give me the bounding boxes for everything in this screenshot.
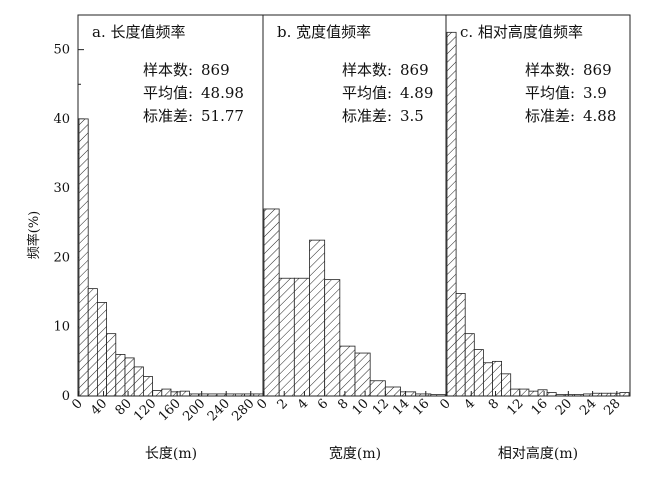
histogram-bar [501, 373, 512, 397]
histogram-bar [528, 390, 539, 397]
y-axis: 0 10 20 30 40 50 [53, 43, 84, 404]
x-tick-label: 12 [504, 396, 526, 418]
histogram-bar [473, 349, 484, 397]
stat-label: 标准差: [525, 107, 575, 125]
histogram-bar [278, 277, 295, 397]
histogram-bar [482, 362, 493, 397]
histogram-bar [115, 354, 126, 397]
histogram-bar [354, 352, 371, 397]
x-tick-label: 200 [180, 396, 208, 424]
histogram-bar [161, 388, 172, 397]
histogram-bar [152, 390, 163, 397]
histogram-bar [124, 357, 135, 397]
x-tick-label: 280 [229, 396, 257, 424]
histogram-bar [106, 333, 117, 397]
x-tick-label: 40 [88, 396, 110, 418]
stat-value: 869 [400, 61, 429, 79]
x-tick-label: 8 [335, 396, 351, 412]
x-tick-label: 0 [437, 396, 453, 412]
histogram-bar [339, 345, 356, 397]
x-tick-label: 2 [275, 396, 291, 412]
panel-title: a. 长度值频率 [92, 23, 185, 41]
stat-label: 标准差: [342, 107, 392, 125]
histogram-bar [78, 118, 89, 397]
histogram-bar [519, 388, 530, 397]
histogram-bar [400, 391, 417, 397]
stat-label: 平均值: [525, 84, 575, 102]
y-tick-label: 20 [53, 250, 70, 265]
stat-label: 标准差: [143, 107, 193, 125]
stat-value: 869 [201, 61, 230, 79]
x-tick-label: 16 [410, 396, 432, 418]
stat-value: 3.9 [583, 84, 607, 102]
stat-value: 48.98 [201, 84, 244, 102]
histogram-bar [97, 302, 108, 397]
histogram-bar [455, 293, 466, 397]
x-tick-label: 28 [601, 396, 623, 418]
y-tick-label: 0 [62, 389, 70, 404]
y-tick-label: 40 [53, 112, 70, 127]
histogram-bar [619, 392, 630, 397]
panel-title: b. 宽度值频率 [277, 23, 371, 41]
stat-value: 3.5 [400, 107, 424, 125]
x-axis-label: 长度(m) [145, 446, 197, 462]
x-tick-label: 160 [156, 396, 184, 424]
histogram-bar [537, 389, 548, 397]
x-tick-label: 24 [577, 396, 599, 418]
x-tick-label: 20 [553, 396, 575, 418]
y-tick-label: 30 [53, 181, 70, 196]
histogram-bar [87, 288, 98, 397]
histogram-bar [510, 388, 521, 397]
stat-value: 51.77 [201, 107, 244, 125]
x-tick-label: 16 [529, 396, 551, 418]
histogram-bar [263, 208, 280, 397]
x-axis-label: 相对高度(m) [498, 445, 578, 462]
plot-frame [77, 14, 631, 397]
histogram-bar [309, 239, 326, 397]
y-tick-label: 10 [53, 320, 70, 335]
histogram-bar [170, 391, 181, 397]
histogram-bar [133, 366, 144, 397]
histogram-bar [464, 333, 475, 397]
histogram-bar [293, 277, 310, 397]
histogram-bar [324, 279, 341, 397]
x-tick-label: 0 [69, 396, 85, 412]
y-tick-label: 50 [53, 43, 70, 58]
stat-label: 样本数: [525, 61, 575, 79]
histogram-bar [492, 360, 503, 397]
x-tick-label: 4 [295, 396, 311, 412]
x-tick-label: 240 [205, 396, 233, 424]
x-axis-label: 宽度(m) [329, 445, 381, 462]
y-axis-label: 频率(%) [26, 211, 42, 260]
histogram-bar [179, 390, 190, 397]
x-tick-label: 0 [254, 396, 270, 412]
x-tick-label: 120 [131, 396, 159, 424]
stat-label: 平均值: [143, 84, 193, 102]
histogram-bar [369, 380, 386, 397]
stat-label: 样本数: [143, 61, 193, 79]
x-tick-label: 8 [486, 396, 502, 412]
x-tick-label: 14 [390, 396, 412, 418]
stat-value: 4.88 [583, 107, 616, 125]
histogram-bar [546, 392, 557, 397]
histogram-bar [446, 31, 457, 397]
stat-label: 样本数: [342, 61, 392, 79]
x-tick-label: 6 [315, 396, 331, 412]
histogram-bar [142, 376, 153, 397]
stat-value: 4.89 [400, 84, 433, 102]
x-tick-label: 4 [462, 396, 478, 412]
x-tick-label: 12 [370, 396, 392, 418]
x-tick-label: 10 [350, 396, 372, 418]
histogram-bar [384, 386, 401, 397]
panel-title: c. 相对高度值频率 [460, 23, 583, 41]
stat-value: 869 [583, 61, 612, 79]
stat-label: 平均值: [342, 84, 392, 102]
